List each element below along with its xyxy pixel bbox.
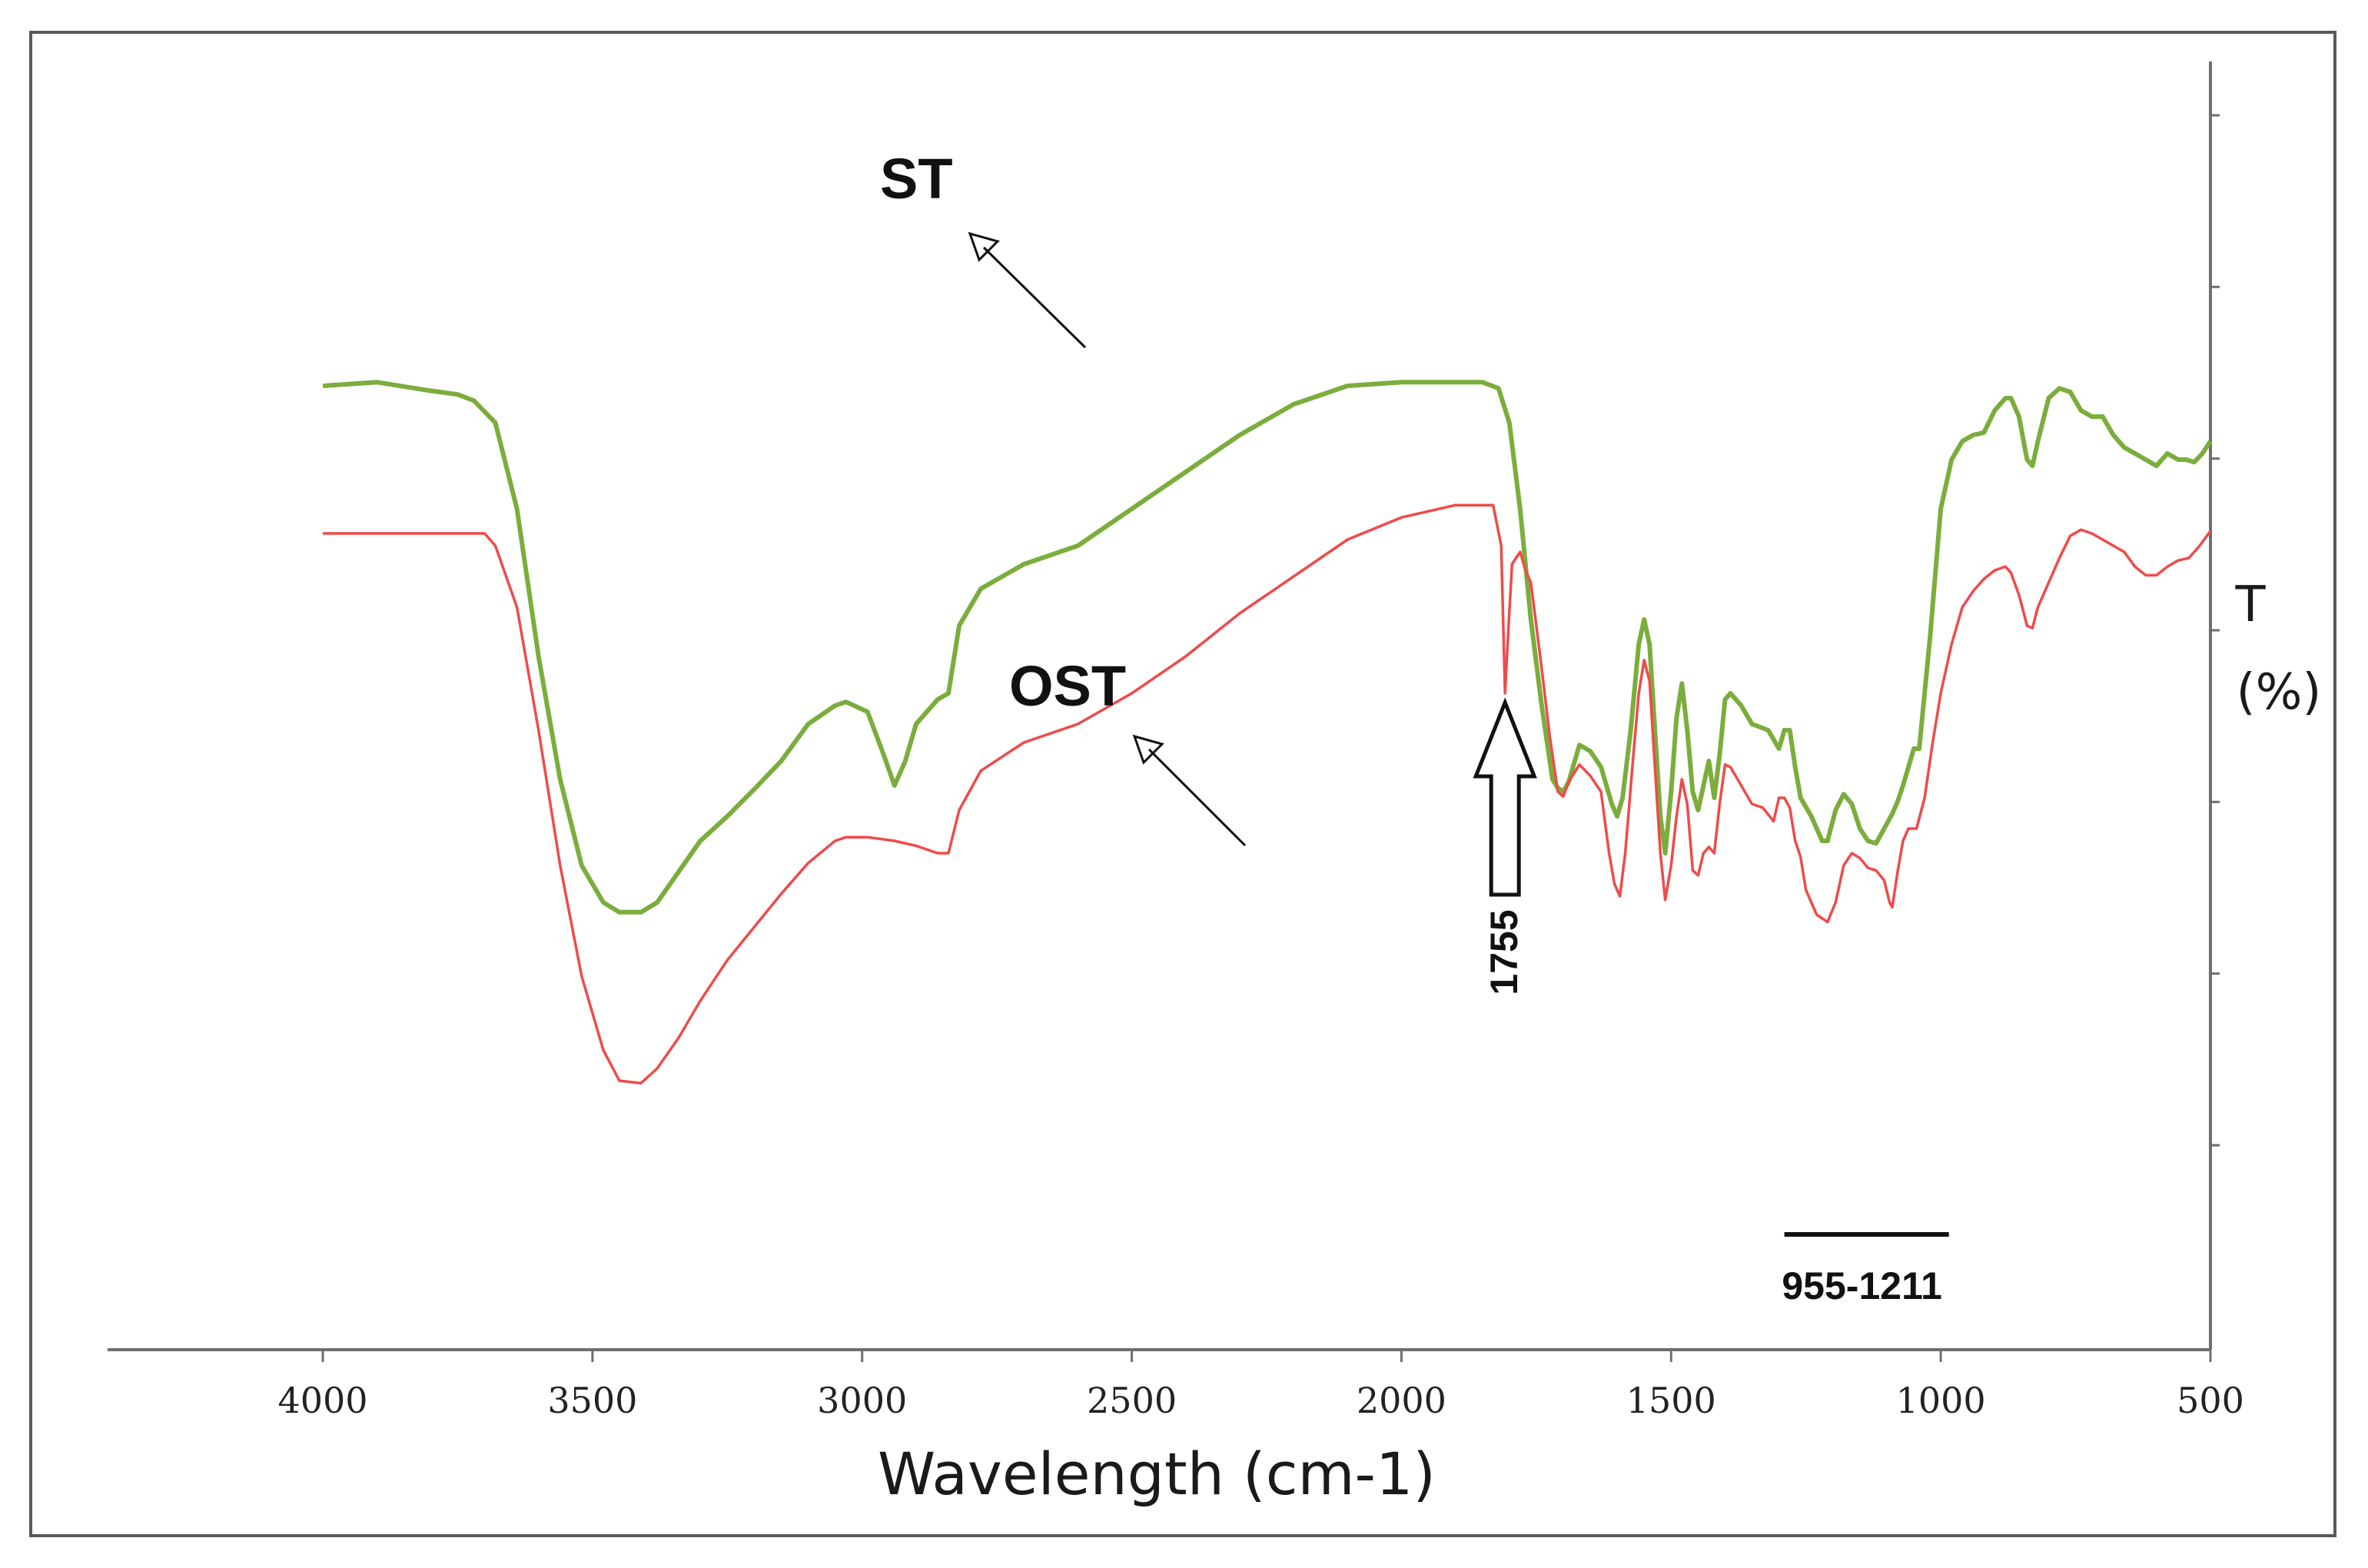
x-tick-label: 2500	[1087, 1380, 1177, 1421]
y-ticks	[2210, 114, 2220, 1147]
series-label-ost: OST	[1009, 654, 1126, 718]
peak-1755-arrow	[1473, 697, 1537, 897]
x-tick-label: 1000	[1896, 1380, 1986, 1421]
st-pointer-arrow	[982, 246, 1087, 349]
series-line-st	[322, 380, 2213, 915]
x-tick-label: 1500	[1626, 1380, 1716, 1421]
x-tick-label: 3000	[817, 1380, 907, 1421]
x-ticks: 4000 3500 3000 2500 2000 1500 1000 500	[277, 1350, 2244, 1421]
x-tick-label: 2000	[1357, 1380, 1446, 1421]
series-label-st: ST	[880, 147, 953, 211]
ost-arrow-head	[1132, 734, 1164, 765]
series-line-ost	[323, 503, 2212, 1085]
y-axis-title-line2: (%)	[2237, 664, 2322, 721]
x-tick-label: 500	[2177, 1380, 2244, 1421]
x-tick-label: 4000	[277, 1380, 367, 1421]
x-axis-title: Wavelength (cm-1)	[878, 1440, 1436, 1508]
st-arrow-head	[968, 231, 1000, 262]
ost-pointer-arrow	[1147, 748, 1247, 847]
range-955-1211-label: 955-1211	[1782, 1264, 1942, 1307]
peak-1755-label: 1755	[1483, 909, 1526, 995]
x-tick-label: 3500	[547, 1380, 637, 1421]
y-axis-title-line1: T	[2234, 576, 2266, 633]
